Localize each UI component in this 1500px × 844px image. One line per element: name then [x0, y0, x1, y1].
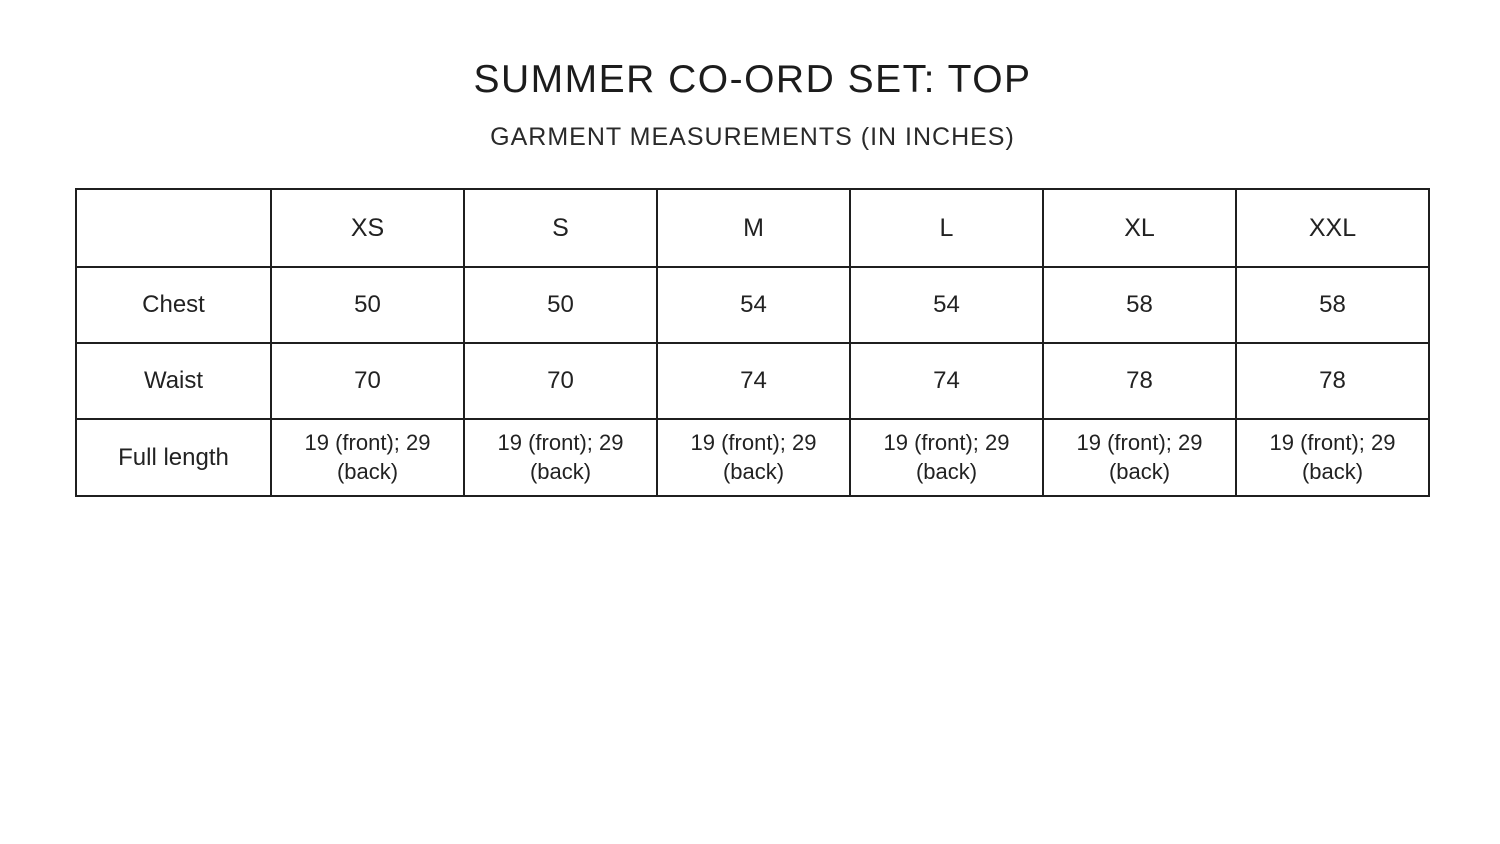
waist-value-xs: 70 [270, 342, 465, 420]
table-row-full-length: Full length 19 (front); 29 (back) 19 (fr… [75, 418, 1430, 497]
chest-value-xl: 58 [1042, 266, 1237, 344]
chest-value-xxl: 58 [1235, 266, 1430, 344]
full-length-value-xl: 19 (front); 29 (back) [1042, 418, 1237, 497]
size-header-l: L [849, 188, 1044, 268]
page-title: SUMMER CO-ORD SET: TOP [473, 58, 1032, 101]
page-subtitle: GARMENT MEASUREMENTS (IN INCHES) [490, 123, 1015, 151]
table-row-waist: Waist 70 70 74 74 78 78 [75, 342, 1430, 420]
size-header-xs: XS [270, 188, 465, 268]
chest-value-xs: 50 [270, 266, 465, 344]
full-length-value-m: 19 (front); 29 (back) [656, 418, 851, 497]
table-row-chest: Chest 50 50 54 54 58 58 [75, 266, 1430, 344]
waist-value-s: 70 [463, 342, 658, 420]
size-header-m: M [656, 188, 851, 268]
waist-value-xxl: 78 [1235, 342, 1430, 420]
size-header-xl: XL [1042, 188, 1237, 268]
table-header-row: XS S M L XL XXL [75, 188, 1430, 268]
full-length-value-s: 19 (front); 29 (back) [463, 418, 658, 497]
corner-cell [75, 188, 272, 268]
full-length-value-xxl: 19 (front); 29 (back) [1235, 418, 1430, 497]
waist-value-l: 74 [849, 342, 1044, 420]
full-length-value-l: 19 (front); 29 (back) [849, 418, 1044, 497]
row-label-waist: Waist [75, 342, 272, 420]
chest-value-s: 50 [463, 266, 658, 344]
size-header-s: S [463, 188, 658, 268]
full-length-value-xs: 19 (front); 29 (back) [270, 418, 465, 497]
row-label-chest: Chest [75, 266, 272, 344]
size-chart-table: XS S M L XL XXL Chest 50 50 54 54 58 58 … [75, 188, 1430, 497]
row-label-full-length: Full length [75, 418, 272, 497]
chest-value-l: 54 [849, 266, 1044, 344]
waist-value-m: 74 [656, 342, 851, 420]
size-header-xxl: XXL [1235, 188, 1430, 268]
waist-value-xl: 78 [1042, 342, 1237, 420]
chest-value-m: 54 [656, 266, 851, 344]
